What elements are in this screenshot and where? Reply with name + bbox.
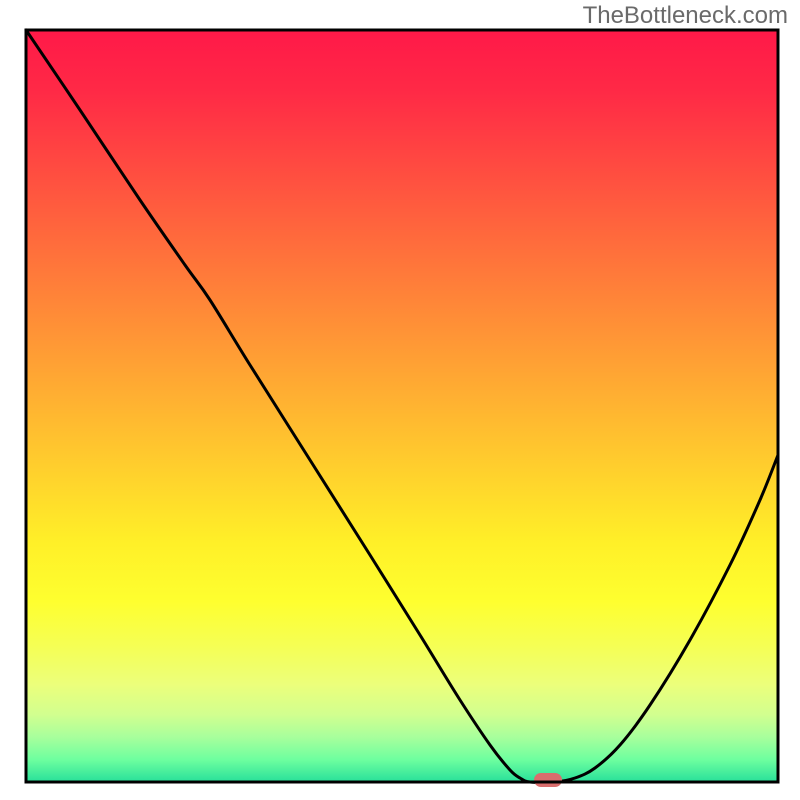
chart-container: TheBottleneck.com xyxy=(0,0,800,800)
optimal-point-marker xyxy=(534,773,562,787)
bottleneck-chart xyxy=(0,0,800,800)
chart-background xyxy=(26,30,778,782)
watermark-text: TheBottleneck.com xyxy=(583,2,788,30)
